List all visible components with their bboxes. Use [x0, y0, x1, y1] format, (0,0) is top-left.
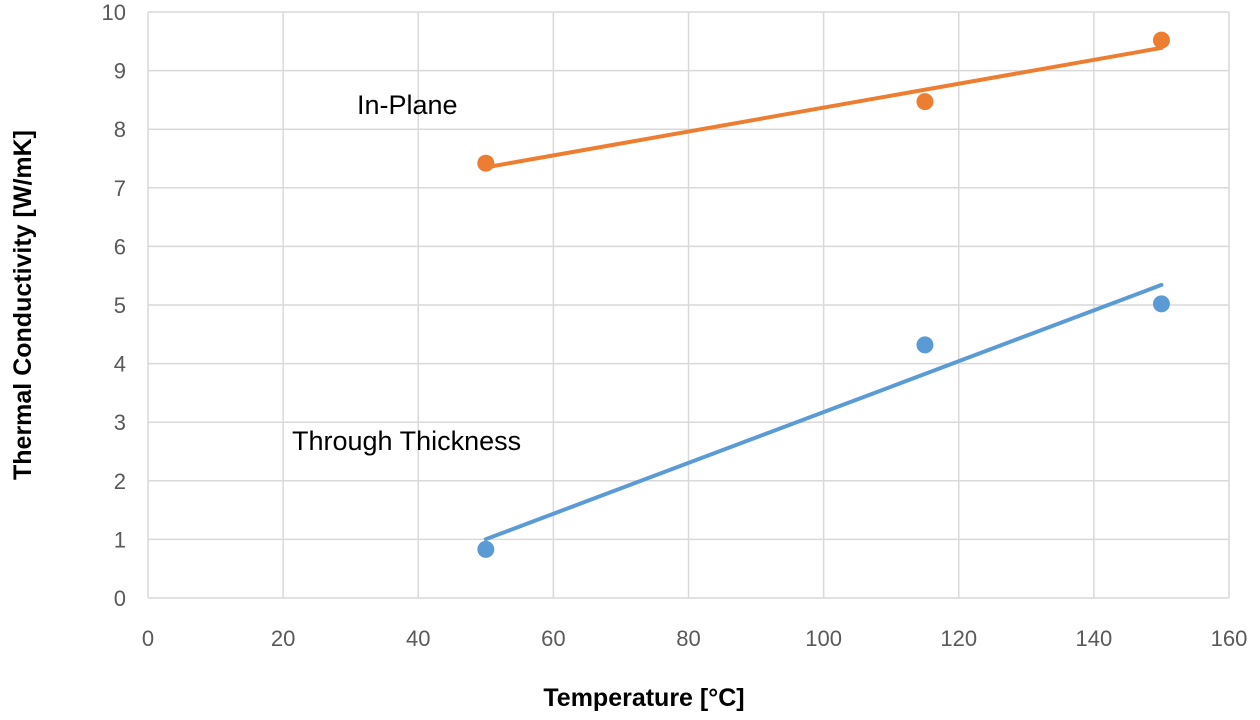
x-axis-title: Temperature [°C] — [543, 684, 744, 712]
data-points — [477, 31, 1170, 558]
data-point-in-plane — [916, 93, 934, 111]
x-tick-label: 140 — [1076, 626, 1113, 651]
annotation-through-thickness: Through Thickness — [292, 426, 521, 456]
y-tick-label: 9 — [114, 59, 126, 84]
y-tick-label: 8 — [114, 117, 126, 142]
x-tick-label: 120 — [940, 626, 977, 651]
annotation-in-plane: In-Plane — [357, 90, 458, 120]
y-tick-label: 0 — [114, 586, 126, 611]
data-point-in-plane — [1152, 31, 1170, 49]
x-tick-label: 80 — [676, 626, 700, 651]
trendlines — [483, 45, 1164, 542]
y-axis-title: Thermal Conductivity [W/mK] — [9, 130, 37, 480]
x-tick-label: 40 — [406, 626, 430, 651]
grid — [147, 11, 1230, 599]
x-tick-label: 60 — [541, 626, 565, 651]
y-tick-label: 4 — [114, 352, 126, 377]
trendline-in-plane — [483, 45, 1164, 170]
y-tick-label: 7 — [114, 176, 126, 201]
data-point-through-thickness — [916, 336, 934, 354]
y-tick-label: 10 — [102, 0, 126, 25]
y-tick-label: 6 — [114, 234, 126, 259]
y-tick-label: 5 — [114, 293, 126, 318]
trendline-through-thickness — [483, 282, 1164, 542]
y-tick-label: 2 — [114, 469, 126, 494]
x-tick-label: 100 — [805, 626, 842, 651]
data-point-in-plane — [477, 154, 495, 172]
x-tick-label: 160 — [1211, 626, 1248, 651]
y-tick-label: 3 — [114, 410, 126, 435]
data-point-through-thickness — [477, 540, 495, 558]
y-tick-label: 1 — [114, 527, 126, 552]
x-tick-label: 0 — [142, 626, 154, 651]
x-tick-label: 20 — [271, 626, 295, 651]
data-point-through-thickness — [1152, 295, 1170, 313]
